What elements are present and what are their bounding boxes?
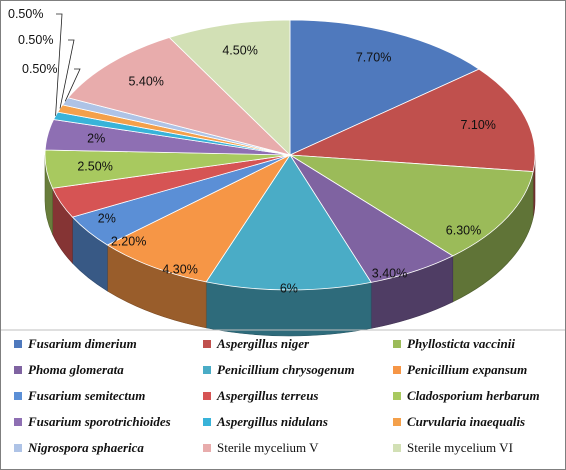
legend-swatch — [393, 392, 401, 400]
slice-label-cladosporium-herbarum: 2.50% — [77, 159, 112, 173]
legend-item-cladosporium-herbarum: Cladosporium herbarum — [393, 388, 540, 403]
pie-slice-penicillium-expansum — [106, 153, 292, 283]
slice-label-aspergillus-niger: 7.10% — [460, 118, 495, 132]
legend-item-phoma-glomerata: Phoma glomerata — [14, 362, 124, 377]
pie-slice-sterile-mycelium-vi — [168, 19, 291, 156]
leader-line-nigrospora-sphaerica — [64, 68, 81, 102]
pie-slice-sterile-mycelium-v — [67, 37, 292, 156]
legend-item-sterile-mycelium-vi: Sterile mycelium VI — [393, 440, 513, 455]
legend-item-aspergillus-nidulans: Aspergillus nidulans — [203, 414, 328, 429]
legend-swatch — [203, 340, 211, 348]
legend-label: Aspergillus niger — [216, 336, 310, 351]
legend-label: Fusarium semitectum — [27, 388, 145, 403]
legend-label: Penicillium chrysogenum — [217, 362, 355, 377]
legend-swatch — [393, 418, 401, 426]
legend-label: Fusarium sporotrichioides — [27, 414, 171, 429]
slice-label-fusarium-sporotrichioides: 2% — [87, 132, 105, 146]
pie-slice-penicillium-chrysogenum — [205, 154, 372, 291]
slice-label-nigrospora-sphaerica: 0.50% — [22, 62, 57, 76]
legend-swatch — [14, 340, 22, 348]
legend-label: Fusarium dimerium — [27, 336, 137, 351]
legend-swatch — [14, 418, 22, 426]
slice-label-aspergillus-terreus: 2% — [98, 212, 116, 226]
legend-swatch — [203, 392, 211, 400]
slice-label-aspergillus-nidulans: 0.50% — [8, 7, 43, 21]
legend-label: Cladosporium herbarum — [407, 388, 540, 403]
legend-item-fusarium-semitectum: Fusarium semitectum — [14, 388, 145, 403]
legend-label: Aspergillus terreus — [216, 388, 319, 403]
pie-slice-aspergillus-niger — [289, 68, 536, 172]
legend-swatch — [203, 366, 211, 374]
legend-label: Sterile mycelium V — [217, 440, 319, 455]
slice-label-penicillium-chrysogenum: 6% — [280, 281, 298, 295]
legend-item-penicillium-expansum: Penicillium expansum — [393, 362, 527, 377]
slice-label-sterile-mycelium-vi: 4.50% — [222, 44, 257, 58]
legend-swatch — [393, 340, 401, 348]
legend-label: Phoma glomerata — [28, 362, 124, 377]
legend-item-aspergillus-terreus: Aspergillus terreus — [203, 388, 319, 403]
leader-lines — [55, 13, 81, 116]
slice-label-phoma-glomerata: 3.40% — [372, 266, 407, 280]
legend-swatch — [203, 444, 211, 452]
legend-label: Penicillium expansum — [407, 362, 527, 377]
legend-label: Aspergillus nidulans — [216, 414, 328, 429]
legend-label: Sterile mycelium VI — [407, 440, 513, 455]
slice-label-curvularia-inaequalis: 0.50% — [18, 33, 53, 47]
pie-slice-fusarium-dimerium — [289, 19, 480, 156]
legend-item-fusarium-sporotrichioides: Fusarium sporotrichioides — [14, 414, 171, 429]
leader-line-curvularia-inaequalis — [59, 39, 75, 109]
pie-side-walls — [44, 154, 536, 337]
legend-item-fusarium-dimerium: Fusarium dimerium — [14, 336, 137, 351]
slice-label-penicillium-expansum: 4.30% — [162, 263, 197, 277]
pie-top-faces — [44, 19, 536, 291]
legend-swatch — [393, 366, 401, 374]
legend-swatch — [14, 392, 22, 400]
legend: Fusarium dimerium Aspergillus niger Phyllo… — [1, 329, 565, 455]
slice-labels: 7.70% 7.10% 6.30% 3.40% 6% 4.30% 2.20% 2% 2.50% 2… — [8, 7, 496, 295]
legend-item-penicillium-chrysogenum: Penicillium chrysogenum — [203, 362, 355, 377]
legend-item-aspergillus-niger: Aspergillus niger — [203, 336, 310, 351]
pie-slice-phyllosticta-vaccinii — [289, 154, 534, 257]
leader-line-aspergillus-nidulans — [55, 13, 63, 116]
legend-label: Nigrospora sphaerica — [27, 440, 144, 455]
legend-swatch — [393, 444, 401, 452]
legend-item-phyllosticta-vaccinii: Phyllosticta vaccinii — [393, 336, 515, 351]
legend-item-nigrospora-sphaerica: Nigrospora sphaerica — [14, 440, 144, 455]
legend-item-curvularia-inaequalis: Curvularia inaequalis — [393, 414, 525, 429]
slice-label-fusarium-semitectum: 2.20% — [111, 235, 146, 249]
legend-swatch — [203, 418, 211, 426]
slice-label-sterile-mycelium-v: 5.40% — [128, 75, 163, 89]
legend-swatch — [14, 444, 22, 452]
slice-label-fusarium-dimerium: 7.70% — [356, 50, 391, 64]
slice-label-phyllosticta-vaccinii: 6.30% — [446, 224, 481, 238]
legend-label: Curvularia inaequalis — [407, 414, 525, 429]
legend-swatch — [14, 366, 22, 374]
legend-label: Phyllosticta vaccinii — [407, 336, 515, 351]
legend-item-sterile-mycelium-v: Sterile mycelium V — [203, 440, 319, 455]
